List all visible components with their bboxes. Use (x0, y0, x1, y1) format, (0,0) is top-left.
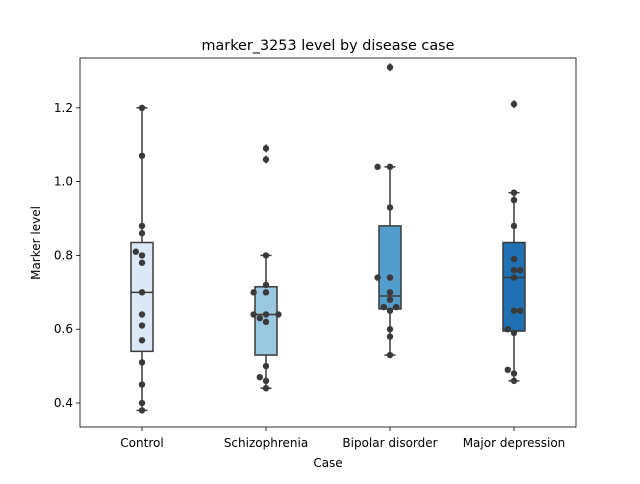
plot-area: 0.4 0.6 0.8 1.0 1.2 Control Schizophrenia Bipol… (54, 62, 566, 450)
data-point (386, 351, 394, 359)
data-point (138, 407, 146, 414)
data-point (138, 104, 146, 112)
data-point (386, 289, 394, 296)
data-point (393, 303, 400, 311)
x-tick-label: Bipolar disorder (342, 436, 437, 450)
data-point (262, 156, 270, 163)
y-tick-label: 0.4 (54, 396, 73, 410)
data-point (138, 252, 146, 259)
data-point (510, 222, 518, 230)
data-point (262, 311, 270, 318)
data-point (138, 230, 146, 237)
data-point (138, 259, 146, 266)
data-point (386, 296, 394, 303)
data-point (380, 303, 387, 311)
data-point (138, 222, 146, 230)
data-point (250, 289, 257, 296)
x-axis-label: Case (313, 456, 342, 470)
data-point (262, 289, 270, 296)
data-point (504, 326, 511, 333)
y-tick-label: 0.8 (54, 248, 73, 262)
data-point (510, 274, 518, 281)
data-point (262, 252, 270, 259)
data-point (132, 248, 139, 255)
data-point (138, 322, 146, 329)
data-point (256, 373, 263, 381)
data-point (275, 311, 282, 318)
axes-frame (79, 57, 577, 428)
y-tick-label: 0.6 (54, 322, 73, 336)
data-point (517, 307, 524, 314)
data-point (138, 359, 146, 366)
data-point (510, 196, 518, 204)
data-point (517, 266, 524, 274)
data-point (386, 333, 394, 340)
box-1 (130, 241, 154, 353)
data-point (138, 289, 146, 296)
data-point (262, 385, 270, 392)
data-point (138, 152, 146, 159)
data-point (374, 274, 381, 281)
data-point (386, 64, 394, 71)
data-point (262, 362, 270, 370)
data-point (386, 307, 394, 314)
data-point (386, 204, 394, 211)
x-tick-label: Control (120, 436, 163, 450)
data-point (262, 145, 270, 152)
data-point (386, 274, 394, 281)
data-point (510, 189, 518, 196)
data-point (510, 266, 518, 274)
y-tick-label: 1.0 (54, 175, 73, 189)
chart-title: marker_3253 level by disease case (201, 38, 454, 54)
y-tick-label: 1.2 (54, 101, 73, 115)
x-tick-label: Major depression (463, 436, 566, 450)
data-point (138, 399, 146, 407)
data-point (510, 370, 518, 377)
data-point (138, 337, 146, 344)
data-point (386, 163, 394, 171)
data-point (510, 377, 518, 385)
data-point (262, 377, 270, 385)
data-point (510, 100, 518, 108)
data-point (138, 381, 146, 388)
x-tick-label: Schizophrenia (224, 436, 308, 450)
box-4 (502, 241, 526, 332)
data-point (510, 329, 518, 337)
data-point (262, 281, 270, 289)
data-point (374, 163, 381, 171)
y-axis-label: Marker level (29, 206, 43, 280)
data-point (262, 318, 270, 326)
data-point (510, 255, 518, 263)
data-point (250, 311, 257, 318)
data-point (386, 326, 394, 333)
data-point (510, 307, 518, 314)
data-point (256, 314, 263, 322)
data-point (138, 311, 146, 318)
data-point (504, 366, 511, 374)
